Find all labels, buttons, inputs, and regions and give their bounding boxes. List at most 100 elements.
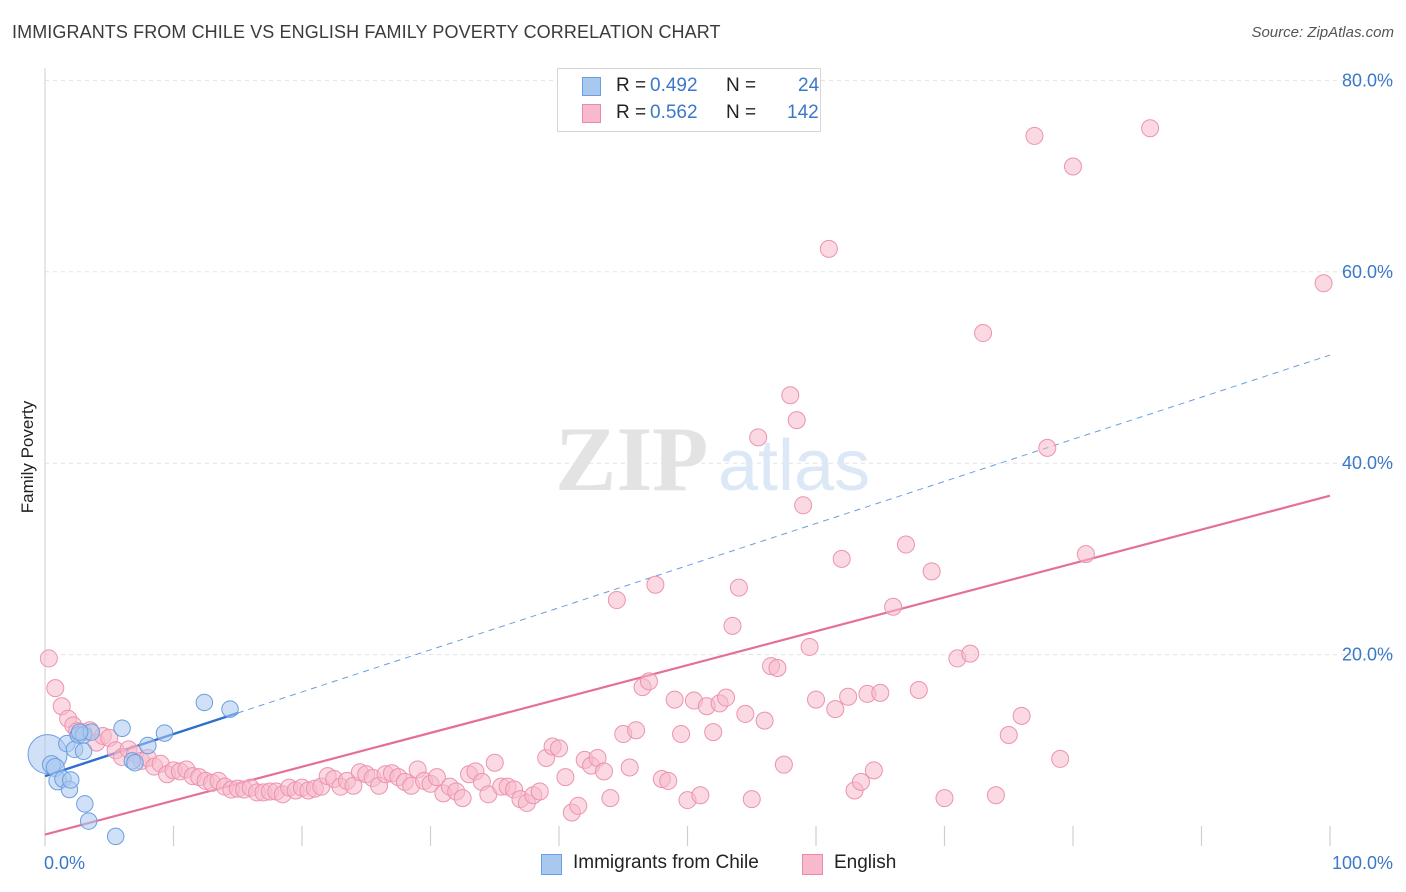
english-point bbox=[961, 644, 980, 663]
english-point bbox=[851, 772, 870, 791]
english-swatch bbox=[582, 104, 601, 123]
english-point bbox=[774, 755, 793, 774]
watermark-atlas: atlas bbox=[718, 426, 870, 506]
y-axis-title: Family Poverty bbox=[18, 400, 37, 514]
chile-trend-extension bbox=[237, 354, 1331, 714]
chile-point bbox=[70, 723, 89, 741]
english-point bbox=[768, 658, 787, 677]
english-point bbox=[974, 324, 993, 343]
english-point bbox=[659, 771, 678, 790]
english-point bbox=[665, 690, 684, 709]
english-point bbox=[646, 575, 665, 594]
chile-swatch bbox=[582, 77, 601, 96]
english-trend-line bbox=[44, 494, 1331, 836]
english-point bbox=[601, 789, 620, 808]
chile-legend-swatch bbox=[541, 854, 562, 875]
stats-legend: R = 0.492 N = 24 R = 0.562 N = 142 bbox=[557, 68, 821, 132]
english-point bbox=[807, 690, 825, 709]
r-value: 0.492 bbox=[650, 75, 698, 96]
english-point bbox=[485, 753, 504, 772]
english-point bbox=[826, 700, 845, 719]
english-point bbox=[781, 386, 800, 405]
tick-labels: 20.0% 40.0% 60.0% 80.0% 0.0% 100.0% bbox=[44, 70, 1393, 873]
english-point bbox=[819, 239, 838, 258]
n-value: 24 bbox=[798, 75, 820, 96]
english-point bbox=[717, 688, 736, 707]
english-point bbox=[530, 782, 549, 801]
series-legend: Immigrants from Chile English bbox=[0, 852, 1406, 878]
english-point bbox=[832, 549, 851, 568]
chile-point bbox=[139, 736, 157, 755]
english-point bbox=[884, 597, 903, 616]
english-points bbox=[39, 119, 1333, 822]
x-tick-label: 0.0% bbox=[44, 853, 85, 873]
english-point bbox=[453, 789, 472, 808]
english-point bbox=[1314, 274, 1333, 293]
english-point bbox=[550, 739, 568, 758]
english-point bbox=[1076, 545, 1095, 564]
english-point bbox=[594, 762, 613, 781]
chile-point bbox=[195, 693, 214, 712]
watermark: ZIP atlas bbox=[555, 408, 870, 510]
english-point bbox=[800, 637, 819, 656]
chart-title: IMMIGRANTS FROM CHILE VS ENGLISH FAMILY … bbox=[12, 22, 721, 42]
chile-point bbox=[61, 771, 80, 789]
english-point bbox=[1012, 706, 1031, 725]
legend-label: Immigrants from Chile bbox=[573, 852, 759, 873]
english-point bbox=[620, 758, 639, 777]
legend-label: English bbox=[834, 852, 897, 873]
english-point bbox=[794, 496, 813, 515]
axes bbox=[44, 68, 1331, 846]
english-point bbox=[729, 578, 748, 597]
chile-point bbox=[79, 812, 98, 830]
chile-points bbox=[27, 693, 239, 846]
english-point bbox=[909, 681, 928, 700]
watermark-zip: ZIP bbox=[555, 408, 708, 510]
english-point bbox=[896, 535, 915, 554]
chile-point bbox=[76, 795, 94, 813]
english-point bbox=[742, 790, 761, 809]
english-point bbox=[787, 411, 806, 430]
chile-point bbox=[113, 719, 131, 738]
english-point bbox=[986, 786, 1005, 805]
english-point bbox=[607, 591, 626, 610]
grid bbox=[45, 79, 1393, 656]
english-point bbox=[639, 672, 658, 691]
english-point bbox=[46, 679, 65, 698]
r-label: R = bbox=[616, 75, 647, 96]
r-label: R = bbox=[616, 102, 647, 123]
x-tick-label: 100.0% bbox=[1332, 853, 1393, 873]
english-point bbox=[672, 725, 691, 744]
english-point bbox=[39, 649, 58, 668]
y-tick-label: 40.0% bbox=[1342, 453, 1393, 473]
english-point bbox=[723, 616, 742, 635]
english-point bbox=[1141, 119, 1160, 138]
english-point bbox=[691, 786, 710, 805]
english-point bbox=[864, 761, 883, 780]
n-label: N = bbox=[726, 102, 757, 123]
english-point bbox=[871, 683, 890, 702]
english-point bbox=[704, 723, 723, 742]
english-point bbox=[1025, 126, 1044, 145]
english-point bbox=[839, 687, 858, 706]
chile-point bbox=[106, 827, 125, 846]
english-point bbox=[736, 704, 755, 723]
n-label: N = bbox=[726, 75, 757, 96]
english-point bbox=[627, 721, 646, 740]
y-tick-label: 20.0% bbox=[1342, 645, 1393, 665]
r-value: 0.562 bbox=[650, 102, 698, 123]
english-point bbox=[999, 725, 1018, 744]
english-point bbox=[935, 789, 954, 808]
english-point bbox=[569, 796, 588, 815]
chile-point bbox=[155, 724, 174, 742]
english-point bbox=[1064, 157, 1082, 176]
english-point bbox=[749, 428, 768, 447]
english-point bbox=[1051, 749, 1070, 768]
english-point bbox=[1038, 438, 1057, 457]
english-point bbox=[755, 711, 774, 730]
y-tick-label: 80.0% bbox=[1342, 70, 1393, 90]
english-point bbox=[922, 562, 941, 581]
english-legend-swatch bbox=[802, 854, 823, 875]
english-point bbox=[427, 768, 446, 787]
